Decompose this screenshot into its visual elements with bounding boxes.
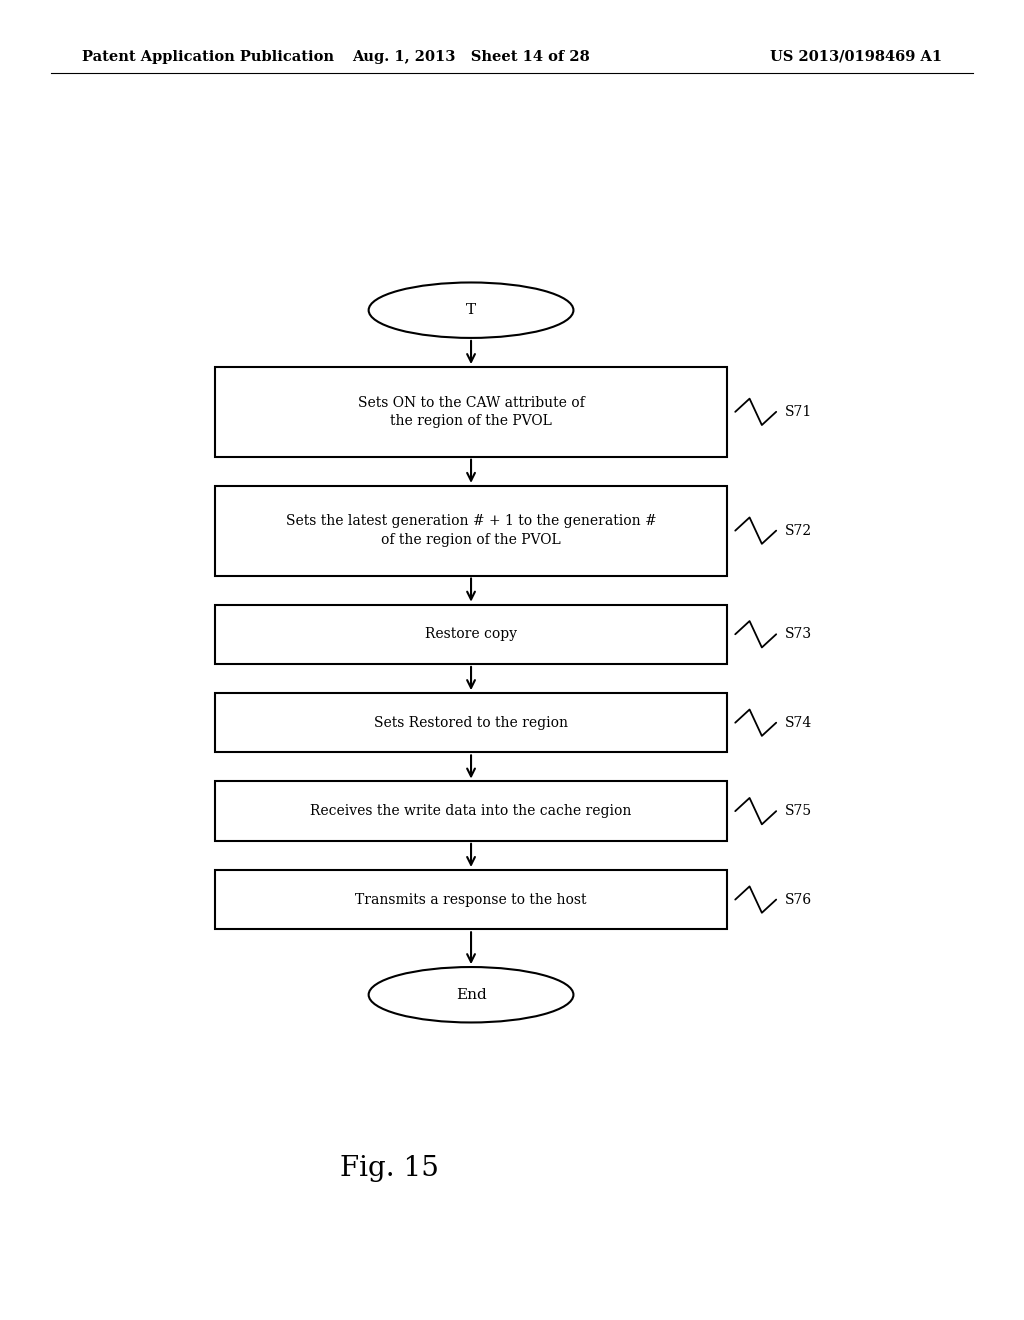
Text: US 2013/0198469 A1: US 2013/0198469 A1 [770,50,942,63]
Text: S75: S75 [784,804,811,818]
Text: S76: S76 [784,892,811,907]
Bar [215,605,727,664]
Text: Sets the latest generation # + 1 to the generation #
of the region of the PVOL: Sets the latest generation # + 1 to the … [286,515,656,546]
Text: S71: S71 [784,405,812,418]
Ellipse shape [369,282,573,338]
Bar [215,870,727,929]
Text: T: T [466,304,476,317]
Text: Fig. 15: Fig. 15 [340,1155,438,1181]
Bar [215,693,727,752]
Bar [215,486,727,576]
Text: Patent Application Publication: Patent Application Publication [82,50,334,63]
Text: Receives the write data into the cache region: Receives the write data into the cache r… [310,804,632,818]
Text: S73: S73 [784,627,811,642]
Text: Sets Restored to the region: Sets Restored to the region [374,715,568,730]
Ellipse shape [369,968,573,1023]
Text: Restore copy: Restore copy [425,627,517,642]
Text: Sets ON to the CAW attribute of
the region of the PVOL: Sets ON to the CAW attribute of the regi… [357,396,585,428]
Text: End: End [456,987,486,1002]
Text: S74: S74 [784,715,812,730]
Bar [215,367,727,457]
Text: S72: S72 [784,524,811,537]
Bar [215,781,727,841]
Text: Transmits a response to the host: Transmits a response to the host [355,892,587,907]
Text: Aug. 1, 2013   Sheet 14 of 28: Aug. 1, 2013 Sheet 14 of 28 [352,50,590,63]
